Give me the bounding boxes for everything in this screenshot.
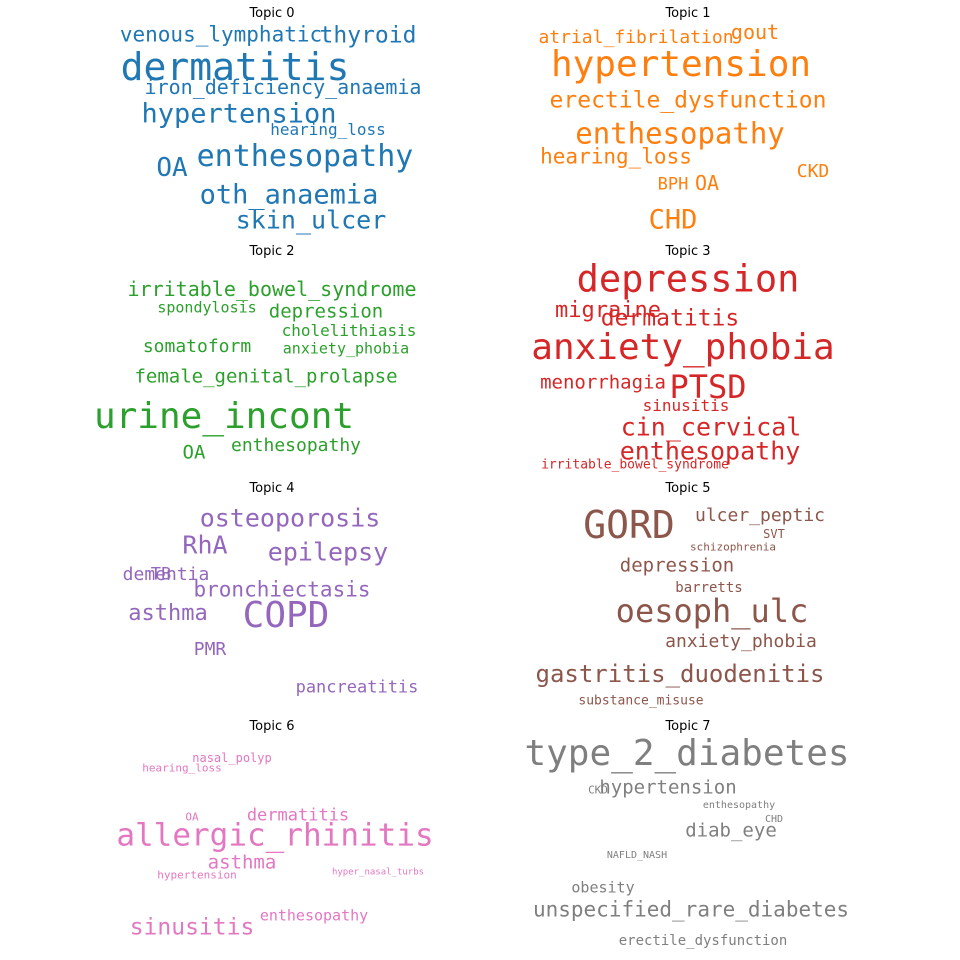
word-anxiety-phobia: anxiety_phobia xyxy=(531,327,835,368)
word-gastritis-duodenitis: gastritis_duodenitis xyxy=(535,660,825,688)
word-cholelithiasis: cholelithiasis xyxy=(281,321,417,340)
panel-title: Topic 7 xyxy=(665,719,711,734)
topic-panel-6: Topic 6 allergic_rhinitis sinusitis asthma d… xyxy=(32,713,512,953)
word-depression: depression xyxy=(268,300,384,323)
word-somatoform: somatoform xyxy=(142,336,252,357)
word-menorrhagia: menorrhagia xyxy=(540,371,666,394)
panel-title: Topic 5 xyxy=(665,481,711,496)
word-oth-anaemia: oth_anaemia xyxy=(199,179,379,211)
word-chd: CHD xyxy=(648,204,698,236)
word-anxiety-phobia: anxiety_phobia xyxy=(665,631,817,652)
word-enthesopathy: enthesopathy xyxy=(619,436,801,466)
topic-panel-5: Topic 5 GORD oesoph_ulc gastritis_duodeniti… xyxy=(448,475,928,715)
word-allergic-rhinitis: allergic_rhinitis xyxy=(116,817,434,854)
word-enthesopathy: enthesopathy xyxy=(702,800,776,811)
word-obesity: obesity xyxy=(571,878,635,897)
word-depression: depression xyxy=(619,554,735,577)
word-enthesopathy: enthesopathy xyxy=(230,435,362,456)
word-chd: CHD xyxy=(764,814,784,825)
word-anxiety-phobia: anxiety_phobia xyxy=(282,339,410,358)
panel-title: Topic 4 xyxy=(249,481,295,496)
word-iron-deficiency-anaemia: iron_deficiency_anaemia xyxy=(144,75,422,99)
word-dermatitis: dermatitis xyxy=(120,45,350,89)
topic-panel-1: Topic 1 hypertension enthesopathy CHD erecti… xyxy=(448,0,928,240)
word-diab-eye: diab_eye xyxy=(685,819,777,842)
word-spondylosis: spondylosis xyxy=(157,298,257,317)
word-type-2-diabetes: type_2_diabetes xyxy=(524,733,850,774)
word-oa: OA xyxy=(185,810,199,824)
word-nafld-nash: NAFLD_NASH xyxy=(606,850,668,861)
word-bronchiectasis: bronchiectasis xyxy=(193,577,371,602)
word-sinusitis: sinusitis xyxy=(642,396,730,415)
topic-panel-7: Topic 7 type_2_diabetes unspecified_rare_d… xyxy=(448,713,928,953)
word-hearing-loss: hearing_loss xyxy=(142,761,222,775)
panel-title: Topic 6 xyxy=(249,719,295,734)
word-rha: RhA xyxy=(182,530,228,560)
word-hypertension: hypertension xyxy=(550,44,812,85)
word-dermatitis: dermatitis xyxy=(600,305,740,332)
word-schizophrenia: schizophrenia xyxy=(689,540,777,554)
word-depression: depression xyxy=(576,257,800,301)
word-oa: OA xyxy=(182,441,206,464)
word-bph: BPH xyxy=(657,174,689,195)
word-osteoporosis: osteoporosis xyxy=(199,503,381,533)
word-irritable-bowel-syndrome: irritable_bowel_syndrome xyxy=(541,457,729,473)
word-erectile-dysfunction: erectile_dysfunction xyxy=(549,87,827,114)
panel-title: Topic 0 xyxy=(249,6,295,21)
word-migraine: migraine xyxy=(555,298,661,323)
word-copd: COPD xyxy=(242,595,330,636)
word-asthma: asthma xyxy=(207,851,277,874)
panel-title: Topic 2 xyxy=(249,244,295,259)
topic-panel-3: Topic 3 depression anxiety_phobia PTSD enthe… xyxy=(448,238,928,478)
word-ptsd: PTSD xyxy=(669,368,747,406)
word-barretts: barretts xyxy=(675,580,743,596)
word-female-genital-prolapse: female_genital_prolapse xyxy=(134,365,398,388)
word-gout: gout xyxy=(730,20,780,44)
topic-panel-2: Topic 2 urine_incont irritable_bowel_syndr… xyxy=(32,238,512,478)
word-irritable-bowel-syndrome: irritable_bowel_syndrome xyxy=(127,277,417,301)
word-hypertension: hypertension xyxy=(157,868,237,882)
topic-panel-0: Topic 0 dermatitis enthesopathy hypertensio… xyxy=(32,0,512,240)
word-sinusitis: sinusitis xyxy=(129,914,255,941)
word-skin-ulcer: skin_ulcer xyxy=(235,205,387,235)
word-venous-lymphatic: venous_lymphatic xyxy=(119,22,323,47)
word-unspecified-rare-diabetes: unspecified_rare_diabetes xyxy=(532,897,850,922)
word-nasal-polyp: nasal_polyp xyxy=(192,751,272,765)
word-ulcer-peptic: ulcer_peptic xyxy=(694,505,826,526)
word-oesoph-ulc: oesoph_ulc xyxy=(615,592,809,630)
word-cin-cervical: cin_cervical xyxy=(620,412,802,442)
word-tb: TB xyxy=(150,564,172,585)
word-substance-misuse: substance_misuse xyxy=(578,693,704,709)
word-dementia: dementia xyxy=(122,564,210,585)
word-enthesopathy: enthesopathy xyxy=(259,906,369,925)
word-ckd: CKD xyxy=(796,161,830,182)
word-ckd: CKD xyxy=(588,783,608,797)
word-oa: OA xyxy=(694,171,720,195)
word-hypertension: hypertension xyxy=(141,98,337,130)
panel-title: Topic 3 xyxy=(665,244,711,259)
topic-panel-4: Topic 4 COPD osteoporosis epilepsy RhA asthma… xyxy=(32,475,512,715)
word-thyroid: thyroid xyxy=(319,22,417,49)
word-urine-incont: urine_incont xyxy=(93,396,355,437)
word-dermatitis: dermatitis xyxy=(246,805,350,826)
word-epilepsy: epilepsy xyxy=(267,537,389,567)
word-oa: OA xyxy=(156,153,188,183)
word-pancreatitis: pancreatitis xyxy=(295,677,419,698)
word-hearing-loss: hearing_loss xyxy=(540,144,692,169)
word-enthesopathy: enthesopathy xyxy=(196,139,414,174)
word-svt: SVT xyxy=(763,527,785,541)
word-pmr: PMR xyxy=(193,639,227,660)
panel-title: Topic 1 xyxy=(665,6,711,21)
word-asthma: asthma xyxy=(128,601,208,626)
word-hyper-nasal-turbs: hyper_nasal_turbs xyxy=(331,867,425,878)
word-gord: GORD xyxy=(583,503,675,547)
word-hearing-loss: hearing_loss xyxy=(270,120,386,139)
word-hypertension: hypertension xyxy=(599,776,737,799)
word-erectile-dysfunction: erectile_dysfunction xyxy=(618,933,788,949)
word-enthesopathy: enthesopathy xyxy=(575,116,785,151)
word-atrial-fibrilation: atrial_fibrilation xyxy=(538,27,734,48)
